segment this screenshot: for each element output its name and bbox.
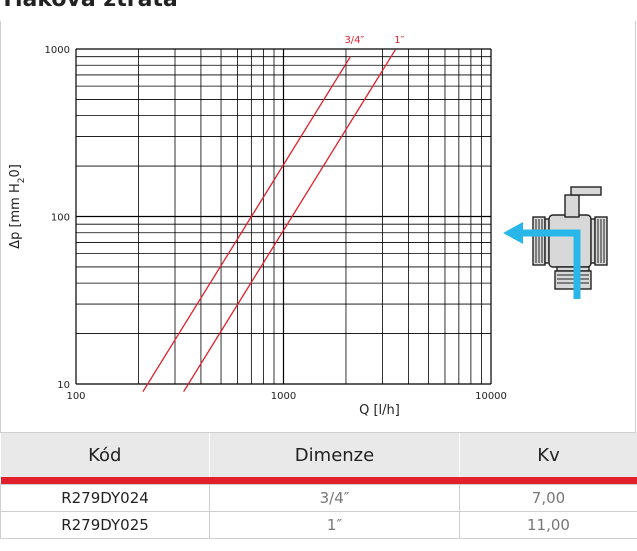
- x-tick-label: 1000: [271, 391, 296, 402]
- column-header-dimension: Dimenze: [209, 433, 460, 477]
- table-header-row: Kód Dimenze Kv: [0, 433, 637, 477]
- series-line-1: [183, 49, 396, 393]
- x-tick-label: 100: [66, 391, 85, 402]
- chart-panel: 3/4″ 1″ 100 1000 10000 10 100 1000 Q [l/h] Δp [mm…: [0, 21, 636, 433]
- cell-code: R279DY024: [0, 484, 210, 512]
- cell-kv: 7,00: [459, 484, 637, 512]
- y-tick-label: 1000: [45, 45, 70, 56]
- cell-dimension: 3/4″: [209, 484, 460, 512]
- table-row: R279DY024 3/4″ 7,00: [0, 484, 637, 512]
- cell-kv: 11,00: [459, 511, 637, 539]
- x-tick-label: 10000: [475, 391, 507, 402]
- y-axis-label: Δp [mm H20]: [8, 164, 27, 249]
- series-line-0: [142, 56, 351, 393]
- y-tick-label: 100: [51, 213, 70, 224]
- chart-grid: [75, 48, 492, 385]
- kv-table: Kód Dimenze Kv R279DY024 3/4″ 7,00 R279D…: [0, 433, 637, 539]
- x-axis-label: Q [l/h]: [359, 403, 400, 418]
- flow-arrow-icon: [503, 222, 581, 299]
- section-heading-text: Tlaková ztráta: [0, 0, 178, 12]
- table-separator: [0, 477, 637, 485]
- cell-code: R279DY025: [0, 511, 210, 539]
- series-label: 3/4″: [344, 35, 364, 46]
- column-header-code: Kód: [0, 433, 210, 477]
- three-way-ball-valve-icon: [503, 186, 608, 299]
- series-label: 1″: [394, 35, 404, 46]
- section-heading: Tlaková ztráta: [0, 0, 637, 12]
- column-header-kv: Kv: [459, 433, 637, 477]
- table-row: R279DY025 1″ 11,00: [0, 511, 637, 539]
- chart-series: [142, 49, 396, 393]
- y-tick-label: 10: [57, 380, 70, 391]
- cell-dimension: 1″: [209, 511, 460, 539]
